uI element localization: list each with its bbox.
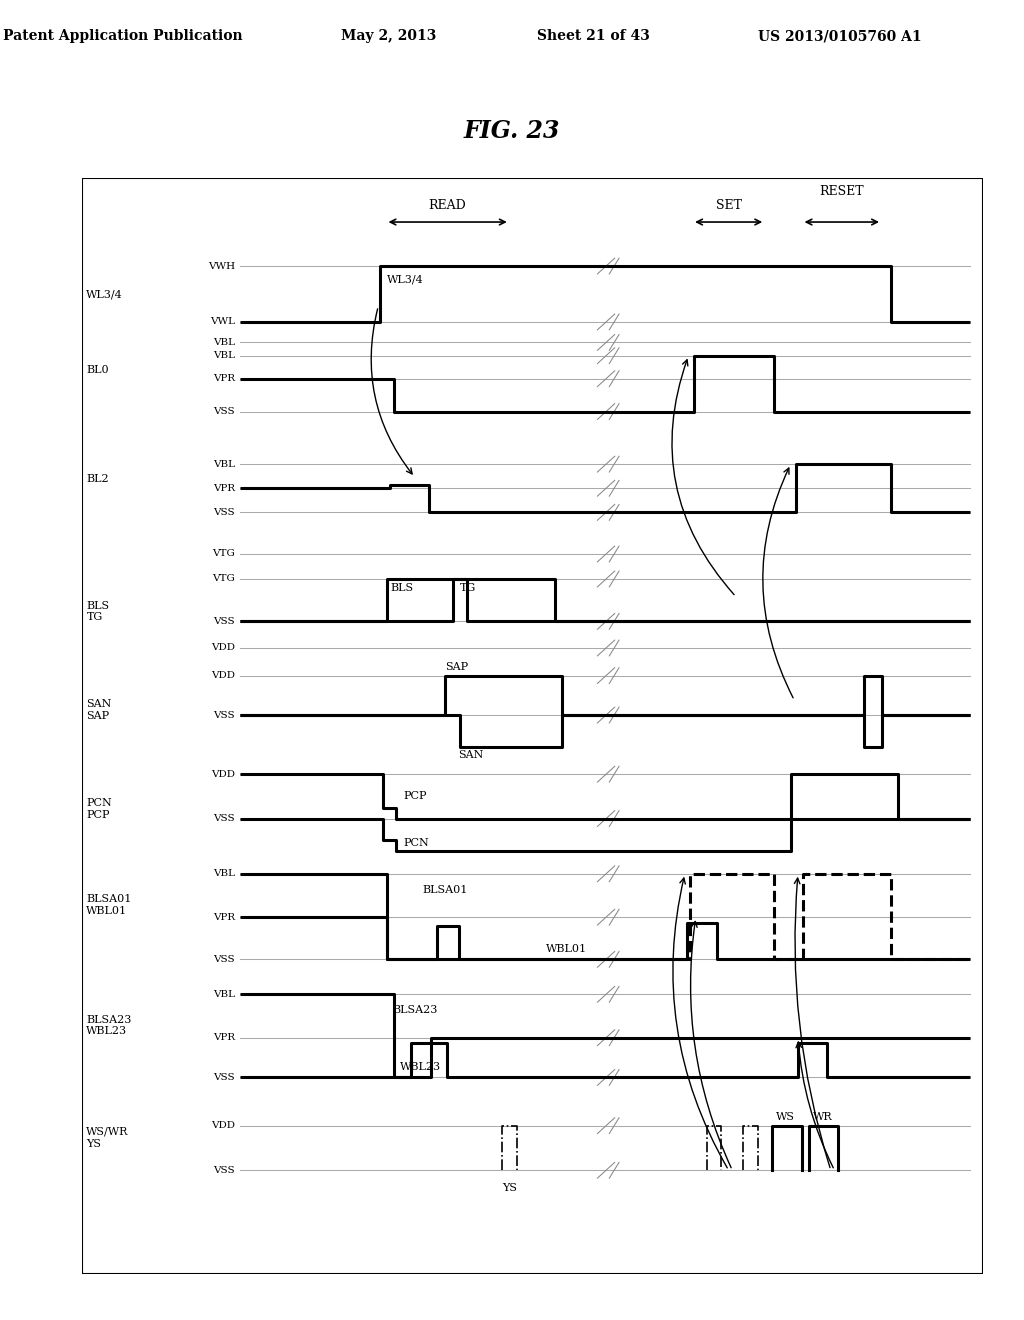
- Text: WL3/4: WL3/4: [387, 275, 424, 285]
- Text: VSS: VSS: [213, 407, 236, 416]
- Text: SAP: SAP: [445, 663, 469, 672]
- Text: WBL01: WBL01: [546, 944, 588, 954]
- Text: VDD: VDD: [211, 1121, 236, 1130]
- Text: PCN: PCN: [403, 838, 429, 847]
- Text: VTG: VTG: [212, 574, 236, 583]
- Text: PCN
PCP: PCN PCP: [86, 797, 113, 820]
- Text: VDD: VDD: [211, 770, 236, 779]
- Text: VSS: VSS: [213, 616, 236, 626]
- Text: VBL: VBL: [213, 351, 236, 360]
- Text: SAN
SAP: SAN SAP: [86, 700, 112, 721]
- Text: Patent Application Publication: Patent Application Publication: [3, 29, 243, 44]
- Text: VWL: VWL: [210, 317, 236, 326]
- Text: TG: TG: [460, 583, 476, 594]
- Text: VPR: VPR: [213, 1034, 236, 1043]
- Text: BLSA23
WBL23: BLSA23 WBL23: [86, 1015, 132, 1036]
- Text: VSS: VSS: [213, 710, 236, 719]
- Text: VSS: VSS: [213, 814, 236, 824]
- Text: BL2: BL2: [86, 474, 109, 484]
- Text: WL3/4: WL3/4: [86, 289, 123, 300]
- Text: May 2, 2013: May 2, 2013: [341, 29, 437, 44]
- Text: VDD: VDD: [211, 671, 236, 680]
- Text: YS: YS: [502, 1184, 517, 1193]
- Text: BLSA01: BLSA01: [422, 884, 468, 895]
- Text: VPR: VPR: [213, 374, 236, 383]
- Text: BLSA23: BLSA23: [393, 1006, 438, 1015]
- Text: FIG. 23: FIG. 23: [464, 119, 560, 143]
- Text: VBL: VBL: [213, 990, 236, 999]
- Text: WS: WS: [776, 1113, 795, 1122]
- Text: VDD: VDD: [211, 643, 236, 652]
- Text: VSS: VSS: [213, 954, 236, 964]
- Text: WR: WR: [813, 1113, 833, 1122]
- Text: WBL23: WBL23: [400, 1063, 441, 1072]
- Text: Sheet 21 of 43: Sheet 21 of 43: [538, 29, 650, 44]
- Text: SAN: SAN: [459, 750, 484, 760]
- Text: BLS
TG: BLS TG: [86, 601, 110, 622]
- Text: VSS: VSS: [213, 1166, 236, 1175]
- Text: RESET: RESET: [819, 185, 864, 198]
- Text: VPR: VPR: [213, 483, 236, 492]
- Text: READ: READ: [429, 199, 467, 213]
- Text: BL0: BL0: [86, 364, 109, 375]
- Text: VTG: VTG: [212, 549, 236, 558]
- Text: SET: SET: [716, 199, 741, 213]
- Text: US 2013/0105760 A1: US 2013/0105760 A1: [758, 29, 922, 44]
- Text: VBL: VBL: [213, 870, 236, 878]
- Text: WS/WR
YS: WS/WR YS: [86, 1127, 129, 1148]
- Text: VSS: VSS: [213, 1073, 236, 1082]
- Text: BLSA01
WBL01: BLSA01 WBL01: [86, 895, 132, 916]
- Text: VBL: VBL: [213, 338, 236, 347]
- Text: VPR: VPR: [213, 912, 236, 921]
- Text: VBL: VBL: [213, 459, 236, 469]
- Text: VSS: VSS: [213, 508, 236, 517]
- Text: BLS: BLS: [391, 583, 414, 594]
- Text: VWH: VWH: [208, 261, 236, 271]
- Text: PCP: PCP: [403, 791, 427, 801]
